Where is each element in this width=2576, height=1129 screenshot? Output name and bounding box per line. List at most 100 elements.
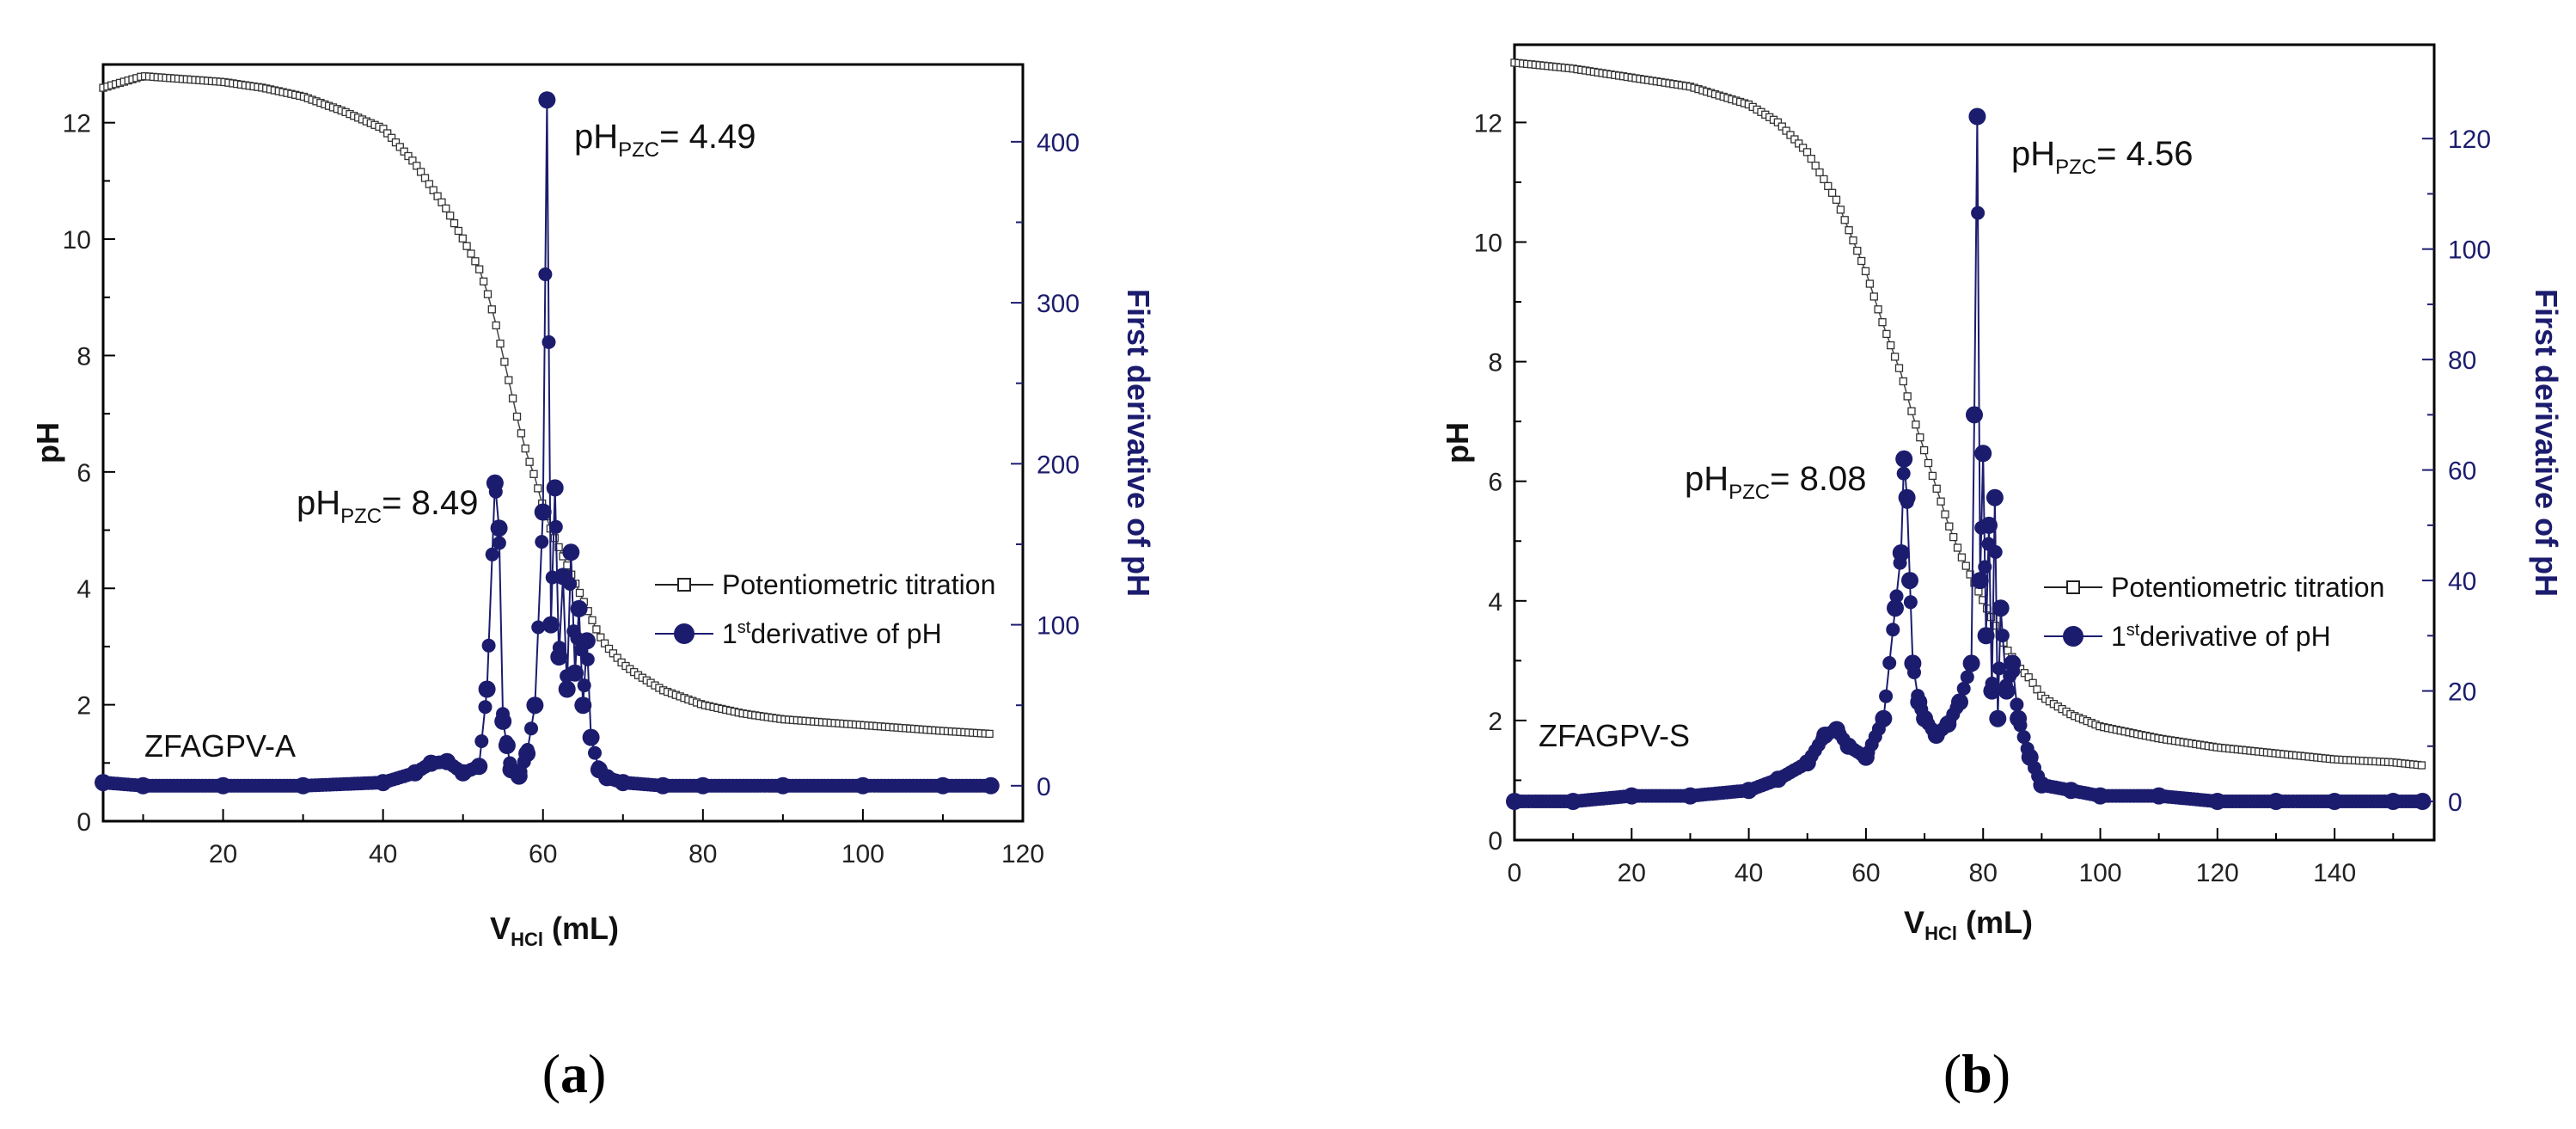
titration-point-a	[433, 192, 442, 200]
derivative-point-a	[588, 746, 602, 760]
titration-point-a	[458, 234, 467, 242]
derivative-peak-point-b	[1839, 737, 1857, 755]
legend-marker-circle-b	[2063, 626, 2083, 647]
titration-point-b	[2004, 646, 2012, 655]
titration-point-b	[1782, 126, 1790, 135]
annotation-1-value-b: = 8.08	[1770, 460, 1866, 498]
titration-point-a	[437, 198, 446, 206]
derivative-point-a	[538, 267, 553, 281]
x-axis-label-main-b: V	[1904, 905, 1924, 940]
derivative-line-a	[102, 100, 991, 787]
x-tick-label-a: 20	[209, 840, 237, 868]
derivative-point-b	[1896, 466, 1911, 481]
titration-point-a	[613, 653, 621, 662]
titration-point-a	[500, 358, 509, 366]
panel-caption-b-letter: b	[1961, 1043, 1992, 1104]
annotation-1-prefix-b: pH	[1685, 460, 1729, 498]
titration-point-a	[521, 444, 529, 453]
titration-point-a	[505, 376, 513, 384]
annotation-2-prefix-b: pH	[2011, 135, 2055, 173]
annotation-2-prefix-a: pH	[574, 118, 618, 156]
titration-point-a	[454, 226, 463, 236]
derivative-point-a	[492, 536, 506, 550]
derivative-peak-point-a	[854, 776, 872, 795]
derivative-peak-point-a	[546, 479, 564, 497]
derivative-peak-point-b	[1681, 787, 1699, 805]
x-tick-label-b: 40	[1735, 859, 1763, 887]
derivative-peak-point-a	[570, 599, 588, 617]
titration-point-b	[1882, 329, 1891, 339]
annotation-pzc-2-b: pHPZC= 4.56	[2011, 135, 2193, 179]
derivative-peak-point-a	[566, 664, 584, 682]
y2-tick-labels-a: 0 100 200 300 400	[1037, 129, 1080, 801]
derivative-peak-point-a	[554, 568, 572, 586]
derivative-peak-point-b	[1916, 709, 1934, 727]
titration-point-b	[1832, 195, 1841, 204]
derivative-point-a	[548, 519, 563, 534]
titration-point-a	[446, 212, 455, 220]
titration-point-a	[429, 186, 437, 194]
titration-point-a	[483, 290, 493, 298]
derivative-peak-point-b	[2021, 748, 2039, 766]
derivative-point-b	[2016, 730, 2031, 745]
derivative-peak-point-b	[1892, 544, 1910, 561]
derivative-peak-point-b	[1910, 693, 1928, 711]
titration-point-b	[1966, 570, 1974, 579]
derivative-peak-point-a	[550, 648, 568, 666]
titration-point-a	[550, 534, 559, 543]
titration-point-a	[534, 484, 542, 493]
derivative-peak-point-a	[490, 519, 508, 537]
titration-point-a	[492, 321, 500, 330]
titration-point-b	[1874, 305, 1882, 314]
legend-label-1-b: Potentiometric titration	[2111, 572, 2384, 603]
titration-point-b	[1778, 122, 1786, 131]
titration-point-a	[597, 633, 605, 641]
titration-point-a	[462, 242, 471, 250]
derivative-series-b	[1506, 107, 2432, 810]
derivative-point-a	[481, 638, 496, 653]
annotation-2-sub-b: PZC	[2055, 156, 2096, 179]
titration-point-b	[1916, 433, 1924, 442]
derivative-peak-point-a	[614, 774, 632, 792]
titration-point-b	[1945, 522, 1954, 531]
titration-point-a	[450, 218, 459, 228]
y2-tick-label-b: 40	[2448, 568, 2476, 596]
derivative-peak-point-a	[95, 774, 112, 792]
titration-point-b	[1773, 118, 1783, 126]
titration-point-b	[1798, 144, 1808, 152]
y2-tick-label-b: 60	[2448, 457, 2476, 486]
legend-2-num-a: 1	[722, 618, 737, 649]
annotation-2-value-a: = 4.49	[659, 118, 756, 156]
y2-tick-label-b: 100	[2448, 236, 2491, 265]
derivative-point-a	[478, 700, 493, 715]
titration-point-b	[1912, 420, 1920, 429]
y2-tick-label-a: 200	[1037, 451, 1080, 479]
derivative-point-a	[577, 678, 591, 693]
derivative-peak-point-b	[2062, 782, 2080, 800]
titration-point-b	[2028, 678, 2037, 687]
derivative-point-b	[1971, 206, 1986, 220]
titration-point-b	[2417, 761, 2426, 770]
x-tick-label-a: 100	[841, 840, 884, 868]
derivative-peak-point-b	[1875, 709, 1893, 727]
derivative-peak-point-b	[1798, 754, 1816, 772]
x-tick-label-b: 20	[1618, 859, 1646, 887]
derivative-peak-point-a	[406, 764, 424, 782]
derivative-point-b	[1903, 595, 1918, 610]
titration-point-b	[1811, 161, 1820, 170]
y-tick-label-b: 10	[1474, 230, 1502, 258]
derivative-peak-point-b	[1989, 709, 2007, 727]
annotation-2-sub-a: PZC	[618, 138, 659, 162]
derivative-peak-point-b	[1983, 682, 2001, 700]
derivative-point-b	[2010, 697, 2024, 712]
panel-caption-a-open: (	[542, 1043, 560, 1104]
derivative-point-b	[1879, 689, 1894, 703]
x-tick-label-b: 120	[2196, 859, 2239, 887]
derivative-peak-point-a	[470, 758, 488, 776]
titration-point-a	[475, 265, 484, 273]
titration-point-b	[1941, 510, 1949, 518]
annotation-1-prefix-a: pH	[297, 484, 340, 522]
legend-label-1-a: Potentiometric titration	[722, 569, 995, 600]
derivative-peak-point-b	[2384, 793, 2402, 810]
